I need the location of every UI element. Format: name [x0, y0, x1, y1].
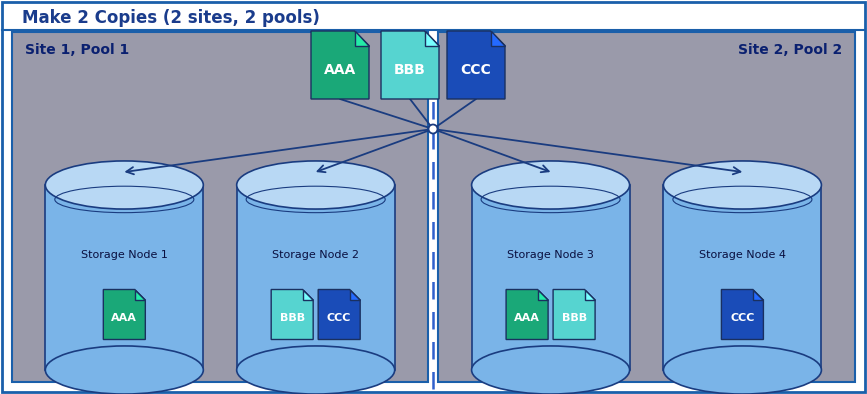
Text: CCC: CCC — [730, 313, 754, 323]
Ellipse shape — [237, 346, 394, 394]
Polygon shape — [584, 290, 595, 300]
Polygon shape — [472, 185, 629, 370]
Polygon shape — [303, 290, 313, 300]
Polygon shape — [721, 290, 764, 340]
Text: BBB: BBB — [394, 63, 426, 77]
Polygon shape — [447, 31, 505, 99]
Text: AAA: AAA — [514, 313, 540, 323]
Polygon shape — [538, 290, 548, 300]
Ellipse shape — [663, 161, 821, 209]
Ellipse shape — [663, 346, 821, 394]
FancyBboxPatch shape — [438, 32, 855, 382]
Ellipse shape — [45, 346, 204, 394]
Text: CCC: CCC — [327, 313, 351, 323]
Polygon shape — [103, 290, 146, 340]
Polygon shape — [491, 31, 505, 45]
Polygon shape — [381, 31, 439, 99]
Polygon shape — [271, 290, 313, 340]
Text: AAA: AAA — [111, 313, 137, 323]
Text: AAA: AAA — [324, 63, 356, 77]
Polygon shape — [425, 31, 439, 45]
Ellipse shape — [45, 161, 204, 209]
Text: BBB: BBB — [562, 313, 587, 323]
Text: Storage Node 2: Storage Node 2 — [272, 250, 359, 260]
Polygon shape — [45, 185, 204, 370]
FancyBboxPatch shape — [12, 32, 428, 382]
Polygon shape — [553, 290, 595, 340]
Text: Storage Node 3: Storage Node 3 — [507, 250, 594, 260]
Text: Storage Node 4: Storage Node 4 — [699, 250, 786, 260]
Text: Make 2 Copies (2 sites, 2 pools): Make 2 Copies (2 sites, 2 pools) — [22, 9, 320, 27]
Polygon shape — [506, 290, 548, 340]
Polygon shape — [135, 290, 146, 300]
Polygon shape — [318, 290, 360, 340]
Polygon shape — [753, 290, 764, 300]
Text: BBB: BBB — [280, 313, 304, 323]
Polygon shape — [349, 290, 360, 300]
Ellipse shape — [472, 161, 629, 209]
Text: Site 2, Pool 2: Site 2, Pool 2 — [738, 43, 842, 57]
Text: Storage Node 1: Storage Node 1 — [81, 250, 167, 260]
Polygon shape — [663, 185, 821, 370]
Circle shape — [428, 125, 438, 134]
Ellipse shape — [472, 346, 629, 394]
Polygon shape — [311, 31, 369, 99]
Polygon shape — [237, 185, 394, 370]
Text: Site 1, Pool 1: Site 1, Pool 1 — [25, 43, 129, 57]
Ellipse shape — [237, 161, 394, 209]
Polygon shape — [355, 31, 369, 45]
Text: CCC: CCC — [460, 63, 492, 77]
